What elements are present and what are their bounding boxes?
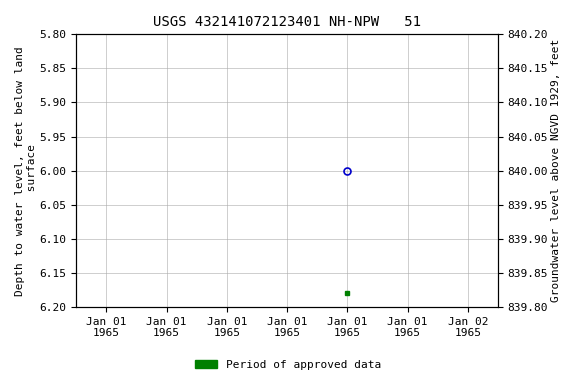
Legend: Period of approved data: Period of approved data <box>191 356 385 375</box>
Title: USGS 432141072123401 NH-NPW   51: USGS 432141072123401 NH-NPW 51 <box>153 15 421 29</box>
Y-axis label: Depth to water level, feet below land
 surface: Depth to water level, feet below land su… <box>15 46 37 296</box>
Y-axis label: Groundwater level above NGVD 1929, feet: Groundwater level above NGVD 1929, feet <box>551 39 561 302</box>
